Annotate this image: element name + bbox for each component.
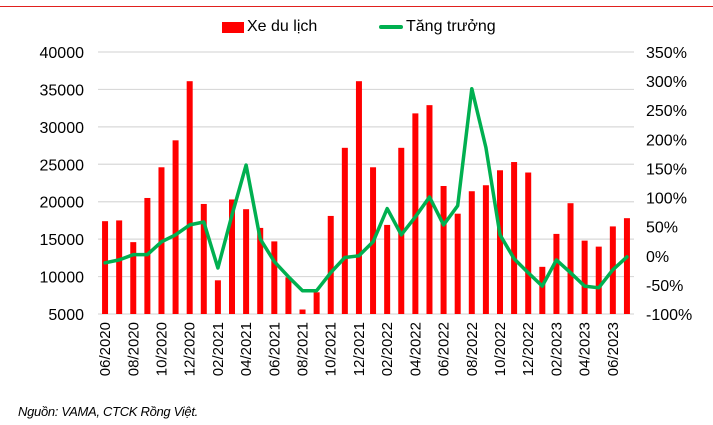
y-tick-label: 25000 [40,157,85,174]
x-tick-label: 04/2021 [238,322,255,376]
line-series [103,86,629,293]
bar [398,147,405,314]
bar [525,172,532,314]
legend-item-line: Tăng trưởng [379,18,496,36]
bar [186,81,193,315]
bar-series [102,81,630,315]
y-tick-label: 15000 [40,232,85,249]
bar [285,277,292,314]
bar [440,185,447,314]
y-axis-right: -100% -50% 0% 50% 100% 150% 200% 250% 300% 350% [646,45,692,324]
x-tick-label: 06/2022 [436,322,453,376]
legend-bar-label: Xe du lịch [247,18,318,35]
bar [299,309,306,314]
y2-tick-label: 350% [646,45,687,62]
y-tick-label: 30000 [40,120,85,137]
y2-tick-label: -50% [646,278,683,295]
x-tick-label: 12/2020 [182,322,199,376]
bar [412,113,419,314]
bar [130,242,137,314]
top-rule [0,6,713,7]
bar [271,241,278,314]
bar [482,185,489,314]
x-tick-label: 10/2021 [323,322,340,376]
bar [257,227,264,314]
x-axis-labels: 06/2020 08/2020 10/2020 12/2020 02/2021 04/20… [97,322,622,376]
x-tick-label: 06/2021 [266,322,283,376]
y-tick-label: 10000 [40,270,85,287]
y2-tick-label: 200% [646,132,687,149]
bar [567,203,574,314]
bar [623,218,630,314]
legend-line-label: Tăng trưởng [406,18,496,35]
y2-tick-label: 0% [646,249,669,266]
bar [341,147,348,314]
x-tick-label: 08/2020 [125,322,142,376]
bar [511,162,518,314]
bar [214,280,221,314]
bar [497,170,503,314]
y-tick-label: 35000 [40,82,85,99]
bar [102,221,109,314]
bar [229,199,235,314]
x-tick-label: 12/2021 [351,322,368,376]
y-tick-label: 40000 [40,45,85,62]
y-axis-left: 5000 10000 15000 20000 25000 30000 35000 40000 [40,45,85,324]
x-tick-label: 08/2022 [464,322,481,376]
x-tick-label: 08/2021 [295,322,312,376]
legend-item-bar: Xe du lịch [222,18,317,36]
bar [384,224,391,314]
x-tick-label: 04/2023 [577,322,594,376]
x-tick-label: 06/2020 [97,322,114,376]
y2-tick-label: 300% [646,74,687,91]
bar [595,246,602,314]
y2-tick-label: -100% [646,307,692,324]
y2-tick-label: 50% [646,220,678,237]
bar [553,233,560,314]
x-tick-label: 04/2022 [407,322,424,376]
x-tick-label: 10/2022 [492,322,509,376]
bar [581,240,588,314]
chart-legend: Xe du lịch Tăng trưởng [0,18,713,40]
bar [172,140,179,314]
y2-tick-label: 250% [646,103,687,120]
bar [539,266,546,314]
growth-line [103,86,629,293]
bar [454,213,461,314]
y-tick-label: 5000 [48,307,84,324]
x-tick-label: 10/2020 [153,322,170,376]
source-note: Nguồn: VAMA, CTCK Rồng Việt. [18,404,198,419]
bar [313,292,320,314]
bar [426,105,433,314]
bar [200,203,207,314]
x-tick-label: 02/2022 [379,322,396,376]
y2-tick-label: 100% [646,191,687,208]
bar [116,220,123,314]
x-tick-label: 06/2023 [605,322,622,376]
line-swatch-icon [379,25,403,29]
y-tick-label: 20000 [40,195,85,212]
x-tick-label: 12/2022 [520,322,537,376]
x-tick-label: 02/2023 [548,322,565,376]
bar [468,191,475,314]
bar [327,215,334,314]
bar [243,209,250,314]
bar-swatch-icon [222,21,244,33]
x-tick-label: 02/2021 [210,322,227,376]
y2-tick-label: 150% [646,161,687,178]
bar [355,81,362,315]
